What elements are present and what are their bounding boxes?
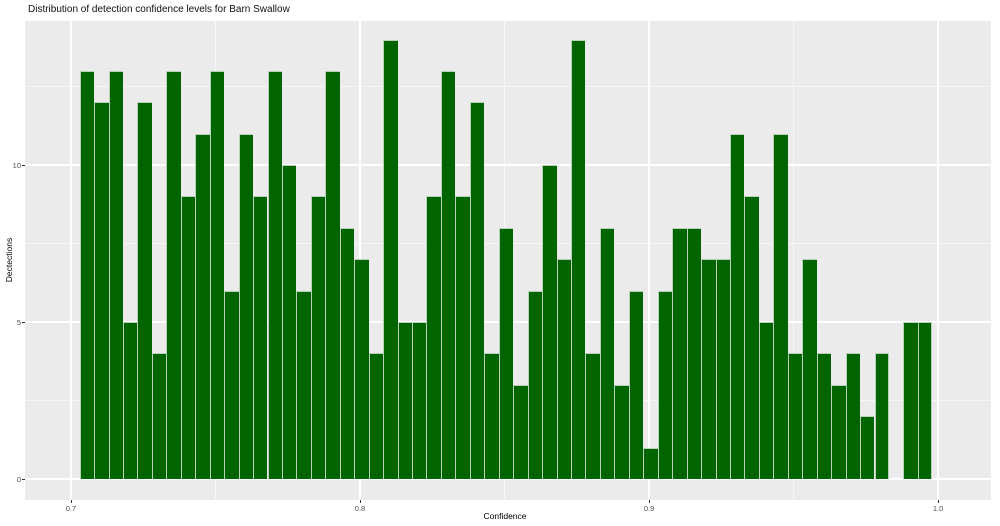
histogram-bar [354, 259, 369, 479]
histogram-bar [122, 322, 138, 479]
histogram-bar [281, 165, 297, 479]
histogram-bar [758, 322, 774, 479]
histogram-bar [744, 196, 759, 479]
x-tick-label: 0.9 [643, 504, 655, 513]
histogram-bar [426, 196, 441, 479]
plot-panel [25, 21, 991, 500]
histogram-bar [469, 102, 485, 479]
histogram-bar [440, 70, 456, 479]
histogram-bar [94, 102, 109, 479]
histogram-bar [137, 102, 152, 479]
histogram-bar [816, 353, 832, 479]
histogram-bar [585, 353, 600, 479]
histogram-bar [787, 353, 803, 479]
x-tick-mark [70, 500, 72, 503]
histogram-bar [831, 384, 846, 479]
x-minor-gridline [793, 21, 795, 500]
histogram-bar [267, 70, 282, 479]
x-tick-mark [649, 500, 651, 503]
histogram-bar [79, 70, 95, 479]
histogram-bar [628, 290, 644, 479]
histogram-bar [296, 290, 311, 479]
x-major-gridline [70, 21, 72, 500]
histogram-bar [310, 196, 326, 479]
x-axis-label: Confidence [483, 511, 527, 521]
histogram-bar [455, 196, 470, 479]
y-axis-label: Dectections [4, 237, 14, 283]
chart-title: Distribution of detection confidence lev… [28, 4, 290, 15]
histogram-bar [860, 416, 875, 479]
histogram-bar [339, 227, 355, 479]
y-tick-mark [22, 322, 25, 324]
y-major-gridline [25, 478, 991, 480]
histogram-bar [599, 227, 615, 479]
histogram-bar [571, 39, 586, 479]
y-tick-label: 10 [12, 161, 21, 171]
histogram-bar [556, 259, 571, 479]
histogram-bar [513, 384, 528, 479]
histogram-bar [484, 353, 499, 479]
histogram-bar [253, 196, 268, 479]
histogram-bar [224, 290, 239, 479]
histogram-bar [686, 227, 702, 479]
histogram-bar [166, 70, 181, 479]
x-tick-mark [938, 500, 940, 503]
histogram-bar [643, 447, 658, 479]
x-major-gridline [937, 21, 939, 500]
histogram-bar [917, 322, 933, 479]
x-tick-label: 0.8 [354, 504, 366, 513]
histogram-bar [195, 133, 210, 479]
histogram-bar [701, 259, 716, 479]
y-tick-label: 0 [16, 474, 21, 484]
histogram-bar [773, 133, 788, 479]
y-tick-mark [22, 165, 25, 167]
x-tick-mark [360, 500, 361, 503]
histogram-bar [383, 39, 398, 479]
histogram-bar [108, 70, 123, 479]
histogram-bar [527, 290, 543, 479]
histogram-bar [672, 227, 687, 479]
histogram-bar [498, 227, 514, 479]
histogram-bar [180, 196, 196, 479]
y-major-gridline [25, 164, 991, 166]
histogram-bar [209, 70, 225, 479]
x-tick-label: 0.7 [65, 504, 77, 513]
histogram-bar [657, 290, 673, 479]
histogram-bar [715, 259, 730, 479]
histogram-bar [325, 70, 340, 479]
y-tick-label: 5 [16, 318, 21, 328]
histogram-bar [614, 384, 629, 479]
y-minor-gridline [25, 86, 991, 88]
x-tick-label: 1.0 [932, 504, 944, 513]
histogram-bar [903, 322, 918, 479]
histogram-bar [397, 322, 413, 479]
histogram-bar [874, 353, 889, 479]
histogram-bar [238, 133, 254, 479]
histogram-bar [542, 165, 557, 479]
histogram-bar [845, 353, 861, 479]
histogram-bar [368, 353, 384, 479]
y-tick-mark [22, 478, 25, 480]
histogram-bar [729, 133, 745, 479]
histogram-bar [151, 353, 167, 479]
histogram-bar [802, 259, 817, 479]
histogram-bar [412, 322, 427, 479]
x-major-gridline [648, 21, 650, 500]
